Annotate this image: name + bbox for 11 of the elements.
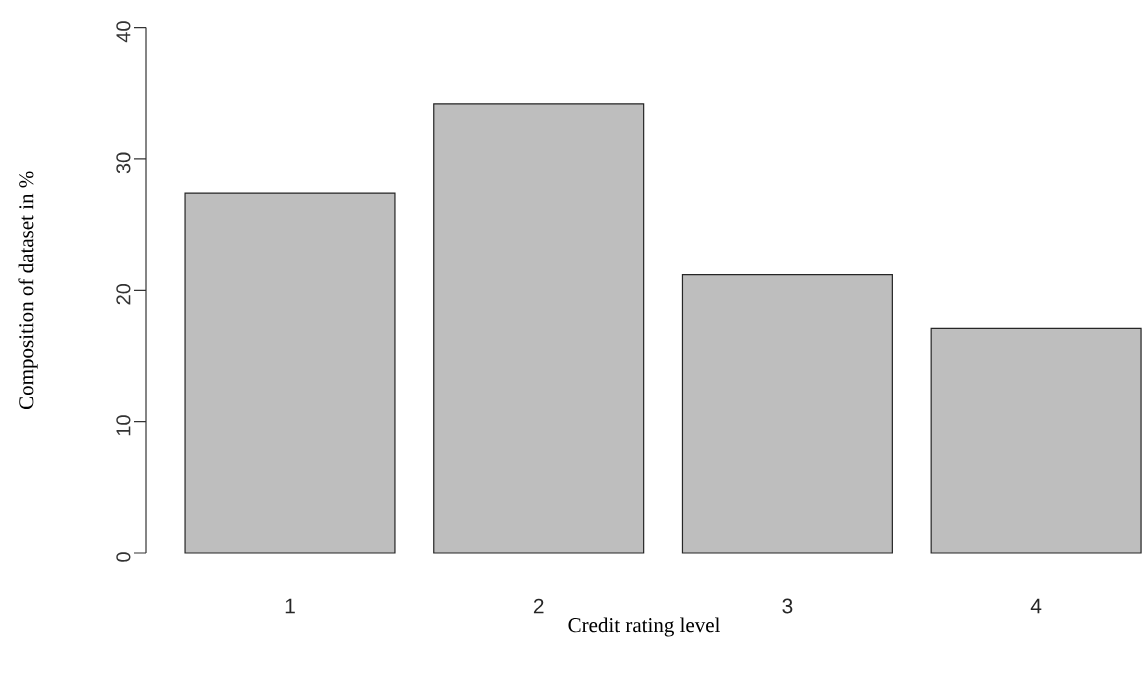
x-tick-label: 4 — [1030, 598, 1042, 614]
y-tick-label: 10 — [116, 415, 131, 436]
y-tick-label: 40 — [116, 21, 131, 43]
x-tick-label: 3 — [782, 598, 793, 614]
y-tick-label: 20 — [116, 283, 131, 305]
y-axis-title: Composition of dataset in % — [18, 171, 38, 410]
y-tick-label: 0 — [116, 552, 131, 562]
x-axis-title: Credit rating level — [568, 617, 720, 637]
x-tick-label: 2 — [533, 598, 544, 614]
x-tick-label: 1 — [285, 598, 295, 614]
y-tick-label: 30 — [116, 152, 131, 174]
